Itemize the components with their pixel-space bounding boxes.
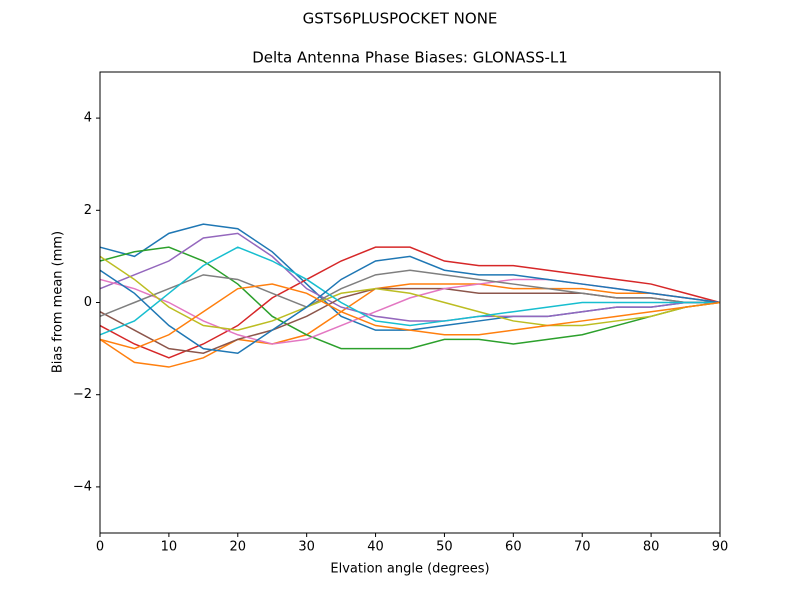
series-line — [99, 269, 720, 318]
y-axis-label: Bias from mean (mm) — [51, 231, 66, 373]
series-line — [99, 246, 721, 350]
x-tick-label: 20 — [230, 540, 247, 555]
x-tick-label: 60 — [505, 540, 522, 555]
y-tick-label: −4 — [73, 479, 92, 494]
series-line — [99, 283, 721, 368]
y-tick-label: −2 — [73, 387, 92, 402]
suptitle: GSTS6PLUSPOCKET NONE — [303, 10, 498, 28]
plot-area — [99, 223, 721, 368]
y-tick-label: 2 — [84, 203, 92, 218]
chart-title: Delta Antenna Phase Biases: GLONASS-L1 — [252, 49, 568, 67]
x-tick-label: 30 — [298, 540, 315, 555]
x-tick-label: 0 — [96, 540, 104, 555]
x-tick-label: 50 — [436, 540, 453, 555]
x-axis-label: Elvation angle (degrees) — [330, 562, 489, 577]
series-line — [99, 255, 721, 331]
y-tick-label: 0 — [84, 295, 92, 310]
series-line — [99, 255, 721, 354]
series-line — [99, 246, 720, 336]
y-tick-label: 4 — [84, 111, 92, 126]
x-tick-label: 40 — [367, 540, 384, 555]
series-line — [99, 246, 721, 359]
x-tick-label: 90 — [712, 540, 729, 555]
series-line — [99, 283, 721, 350]
x-tick-label: 80 — [643, 540, 660, 555]
x-tick-label: 70 — [574, 540, 591, 555]
x-tick-label: 10 — [161, 540, 178, 555]
series-line — [99, 232, 720, 322]
